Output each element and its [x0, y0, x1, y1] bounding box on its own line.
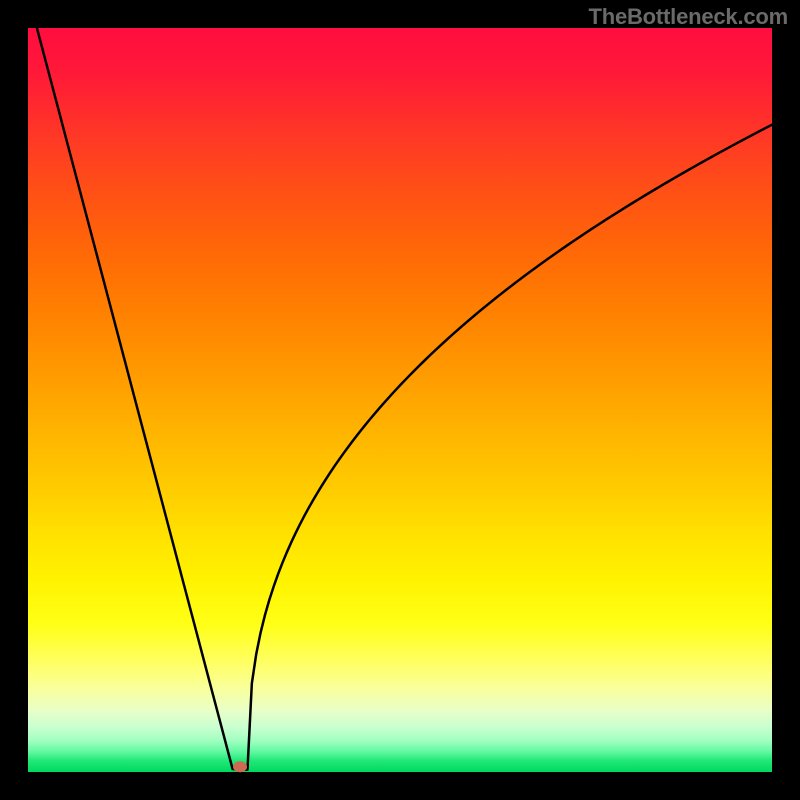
plot-area	[28, 28, 772, 772]
optimum-marker	[233, 761, 247, 772]
bottleneck-chart	[0, 0, 800, 800]
watermark-text: TheBottleneck.com	[588, 4, 788, 30]
chart-container: TheBottleneck.com	[0, 0, 800, 800]
